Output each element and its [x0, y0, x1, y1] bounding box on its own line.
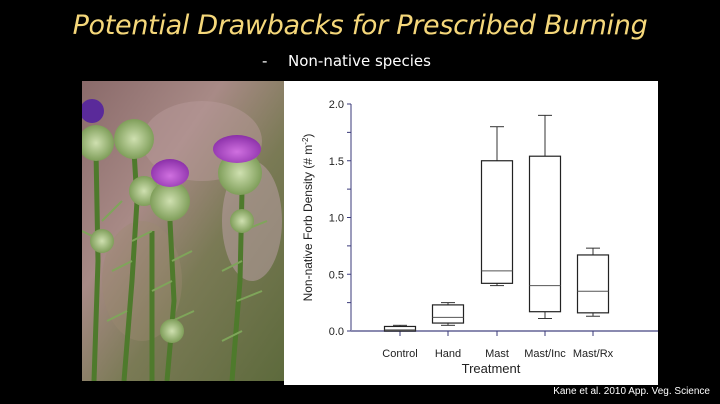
box-control	[383, 325, 417, 332]
chart-canvas: 0.0 0.5 1.0 1.5 2.0 Non-native Forb Density (…	[301, 99, 658, 376]
citation: Kane et al. 2010 App. Veg. Science	[553, 386, 710, 397]
bullet-text: Non-native species	[288, 52, 431, 70]
box-mast-rx	[576, 254, 610, 314]
x-tick-label: Mast/Inc	[524, 348, 566, 360]
x-tick-label: Hand	[435, 348, 461, 360]
slide-title: Potential Drawbacks for Prescribed Burni…	[72, 10, 648, 41]
thistle-photo	[82, 81, 284, 381]
box-mast	[480, 160, 514, 284]
x-tick-label: Mast	[485, 348, 509, 360]
box-plot-chart: 0.0 0.5 1.0 1.5 2.0 Non-native Forb Density (…	[284, 81, 658, 385]
x-tick-label: Control	[382, 348, 417, 360]
box-mast-inc	[528, 155, 562, 313]
box-hand	[431, 304, 465, 324]
y-tick-label: 2.0	[329, 99, 344, 111]
y-axis-label: Non-native Forb Density (# m-2)	[301, 134, 316, 302]
x-tick-label: Mast/Rx	[573, 348, 614, 360]
y-tick-label: 0.0	[329, 326, 344, 338]
x-axis-label: Treatment	[462, 361, 521, 376]
bullet-point: - Non-native species	[262, 52, 431, 70]
y-tick-label: 1.5	[329, 156, 344, 168]
bullet-marker: -	[262, 52, 268, 70]
y-tick-label: 0.5	[329, 269, 344, 281]
y-tick-label: 1.0	[329, 213, 344, 225]
